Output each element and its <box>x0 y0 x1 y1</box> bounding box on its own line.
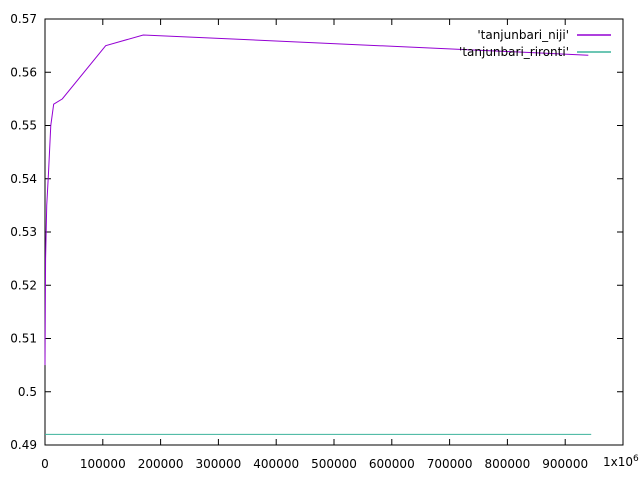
x-tick-label: 600000 <box>369 457 415 471</box>
legend: 'tanjunbari_niji' 'tanjunbari_rironti' <box>459 28 611 59</box>
x-tick-label: 300000 <box>195 457 241 471</box>
x-tick-label: 800000 <box>484 457 530 471</box>
x-tick-label: 100000 <box>80 457 126 471</box>
x-tick-label: 500000 <box>311 457 357 471</box>
y-tick-label: 0.49 <box>10 438 37 452</box>
y-tick-label: 0.51 <box>10 332 37 346</box>
x-multiplier-base: 1x10 <box>603 455 633 469</box>
y-tick-label: 0.5 <box>18 385 37 399</box>
x-axis: 0 100000 200000 300000 400000 500000 600000 700… <box>41 19 588 471</box>
y-tick-label: 0.54 <box>10 172 37 186</box>
x-tick-label: 0 <box>41 457 49 471</box>
legend-label-0: 'tanjunbari_niji' <box>477 28 569 42</box>
x-tick-label: 400000 <box>253 457 299 471</box>
x-tick-label: 200000 <box>138 457 184 471</box>
y-tick-label: 0.55 <box>10 119 37 133</box>
y-tick-label: 0.53 <box>10 225 37 239</box>
x-tick-label: 700000 <box>427 457 473 471</box>
y-tick-label: 0.56 <box>10 65 37 79</box>
x-tick-label: 900000 <box>542 457 588 471</box>
y-axis: 0.49 0.5 0.51 0.52 0.53 0.54 0.55 0.56 0.57 <box>10 12 623 452</box>
plot-frame <box>44 18 624 446</box>
series-layer <box>44 34 592 435</box>
y-tick-label: 0.57 <box>10 12 37 26</box>
legend-label-1: 'tanjunbari_rironti' <box>459 45 569 59</box>
x-multiplier-exponent: 6 <box>633 454 639 464</box>
y-tick-label: 0.52 <box>10 278 37 292</box>
x-axis-multiplier: 1x106 <box>603 454 639 469</box>
series-line-0 <box>44 34 589 366</box>
